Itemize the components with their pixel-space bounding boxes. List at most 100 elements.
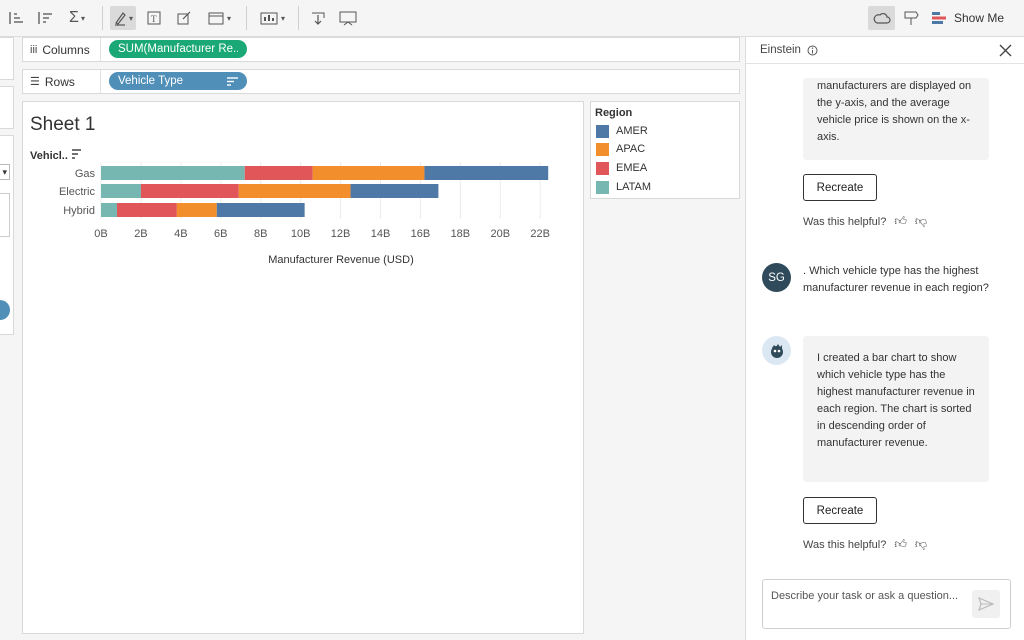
- download-icon[interactable]: [306, 6, 330, 30]
- x-tick-label: 20B: [491, 228, 511, 240]
- bar-segment: [350, 184, 439, 198]
- toolbar-divider: [246, 6, 247, 30]
- bar-segment: [101, 203, 117, 217]
- left-pane-field[interactable]: [0, 193, 10, 237]
- show-me-icon: [932, 12, 946, 24]
- legend-swatch: [596, 124, 609, 138]
- columns-pill-label: SUM(Manufacturer Re...: [118, 43, 238, 55]
- category-label: Hybrid: [63, 205, 95, 217]
- x-tick-label: 10B: [291, 228, 311, 240]
- x-axis-title: Manufacturer Revenue (USD): [268, 254, 414, 266]
- legend-item-latam[interactable]: LATAM: [596, 179, 651, 195]
- thumbs-up-icon[interactable]: 👍︎: [894, 214, 907, 228]
- x-tick-label: 12B: [331, 228, 351, 240]
- user-avatar: SG: [762, 263, 791, 292]
- legend-item-label: LATAM: [616, 181, 652, 193]
- toolbar-divider: [102, 6, 103, 30]
- einstein-cloud-icon[interactable]: [868, 6, 895, 30]
- x-tick-label: 16B: [411, 228, 431, 240]
- chat-input-placeholder: Describe your task or ask a question...: [771, 590, 959, 602]
- sort-descending-icon[interactable]: [33, 6, 57, 30]
- columns-pill[interactable]: SUM(Manufacturer Re...: [109, 40, 247, 58]
- show-me-button[interactable]: Show Me: [930, 6, 1010, 30]
- send-icon: [978, 597, 994, 611]
- thumbs-down-icon[interactable]: 👎︎: [914, 214, 928, 228]
- bar-segment: [176, 203, 217, 217]
- legend-item-amer[interactable]: AMER: [596, 123, 648, 139]
- x-tick-label: 0B: [94, 228, 107, 240]
- legend-item-emea[interactable]: EMEA: [596, 160, 647, 176]
- columns-icon: iii: [30, 43, 38, 56]
- totals-sigma-icon[interactable]: Σ ▾: [69, 9, 85, 26]
- legend-swatch: [596, 180, 609, 194]
- text-box-icon[interactable]: T: [144, 6, 164, 30]
- annotate-icon[interactable]: [174, 6, 194, 30]
- columns-label: Columns: [42, 42, 90, 57]
- show-cards-icon[interactable]: ▾: [256, 6, 288, 30]
- bar-segment: [424, 166, 549, 180]
- worksheet: Sheet 1 Vehicl.. Gas Electric Hybrid 0B 2B 4B 6…: [22, 101, 584, 634]
- helpful-label: Was this helpful?: [803, 538, 887, 551]
- fit-view-icon[interactable]: ▾: [204, 6, 234, 30]
- panel-title: Einstein: [760, 44, 801, 56]
- bar-segment: [312, 166, 425, 180]
- x-tick-label: 22B: [530, 228, 550, 240]
- thumbs-down-icon[interactable]: 👎︎: [914, 537, 928, 551]
- legend-swatch: [596, 142, 609, 156]
- presentation-icon[interactable]: [336, 6, 360, 30]
- chat-input[interactable]: Describe your task or ask a question...: [762, 579, 1011, 629]
- toolbar-divider: [298, 6, 299, 30]
- helpful-label: Was this helpful?: [803, 215, 887, 228]
- legend-item-label: AMER: [616, 125, 648, 137]
- einstein-panel: Einstein manufacturers are displayed on …: [745, 37, 1024, 640]
- columns-shelf-label: iii Columns: [23, 38, 101, 61]
- dropdown-chevron-icon[interactable]: ▾: [0, 164, 10, 180]
- assistant-message-text: I created a bar chart to show which vehi…: [817, 352, 975, 449]
- toolbar: Σ ▾ ▾ T ▾ ▾ Show Me: [0, 0, 1024, 37]
- x-tick-label: 8B: [254, 228, 267, 240]
- tooltip-signpost-icon[interactable]: [900, 6, 922, 30]
- sort-icon: [227, 76, 238, 86]
- rows-pill-label: Vehicle Type: [118, 75, 184, 87]
- columns-shelf: iii Columns SUM(Manufacturer Re...: [22, 37, 740, 62]
- sort-ascending-icon[interactable]: [4, 6, 28, 30]
- einstein-avatar-icon: [762, 336, 791, 365]
- bar-segment: [101, 166, 245, 180]
- left-pane-card: [0, 37, 14, 80]
- panel-header: Einstein: [746, 37, 1024, 64]
- thumbs-up-icon[interactable]: 👍︎: [894, 537, 907, 551]
- assistant-message: I created a bar chart to show which vehi…: [803, 336, 989, 482]
- row-header: Vehicl..: [30, 150, 68, 162]
- bar-segment: [116, 203, 177, 217]
- legend-item-label: EMEA: [616, 162, 648, 174]
- sort-icon: [72, 149, 81, 159]
- recreate-button[interactable]: Recreate: [803, 497, 877, 524]
- recreate-button[interactable]: Recreate: [803, 174, 877, 201]
- legend-item-apac[interactable]: APAC: [596, 141, 645, 157]
- x-tick-label: 4B: [174, 228, 187, 240]
- close-icon[interactable]: [999, 44, 1012, 57]
- feedback-row: Was this helpful? 👍︎ 👎︎: [803, 214, 927, 229]
- send-button[interactable]: [972, 590, 1000, 618]
- x-tick-label: 6B: [214, 228, 227, 240]
- legend-swatch: [596, 161, 609, 175]
- info-icon[interactable]: [807, 45, 818, 56]
- x-tick-label: 18B: [451, 228, 471, 240]
- rows-icon: ☰: [30, 76, 40, 88]
- svg-text:T: T: [151, 14, 157, 24]
- x-tick-label: 14B: [371, 228, 391, 240]
- rows-pill[interactable]: Vehicle Type: [109, 72, 247, 90]
- stacked-bar-chart: Vehicl.. Gas Electric Hybrid 0B 2B 4B 6B 8B 10B 12…: [30, 149, 550, 266]
- category-label: Electric: [59, 186, 96, 198]
- legend-title: Region: [595, 107, 633, 119]
- sheet-title: Sheet 1: [30, 114, 96, 135]
- rows-shelf: ☰ Rows Vehicle Type: [22, 69, 740, 94]
- bar-segment: [140, 184, 239, 198]
- left-pane-toggle[interactable]: [0, 300, 10, 320]
- bar-segment: [244, 166, 313, 180]
- assistant-message-text: manufacturers are displayed on the y-axi…: [817, 80, 972, 143]
- bar-segment: [216, 203, 305, 217]
- highlight-pen-icon[interactable]: ▾: [110, 6, 136, 30]
- feedback-row: Was this helpful? 👍︎ 👎︎: [803, 537, 927, 552]
- bar-segment: [101, 184, 141, 198]
